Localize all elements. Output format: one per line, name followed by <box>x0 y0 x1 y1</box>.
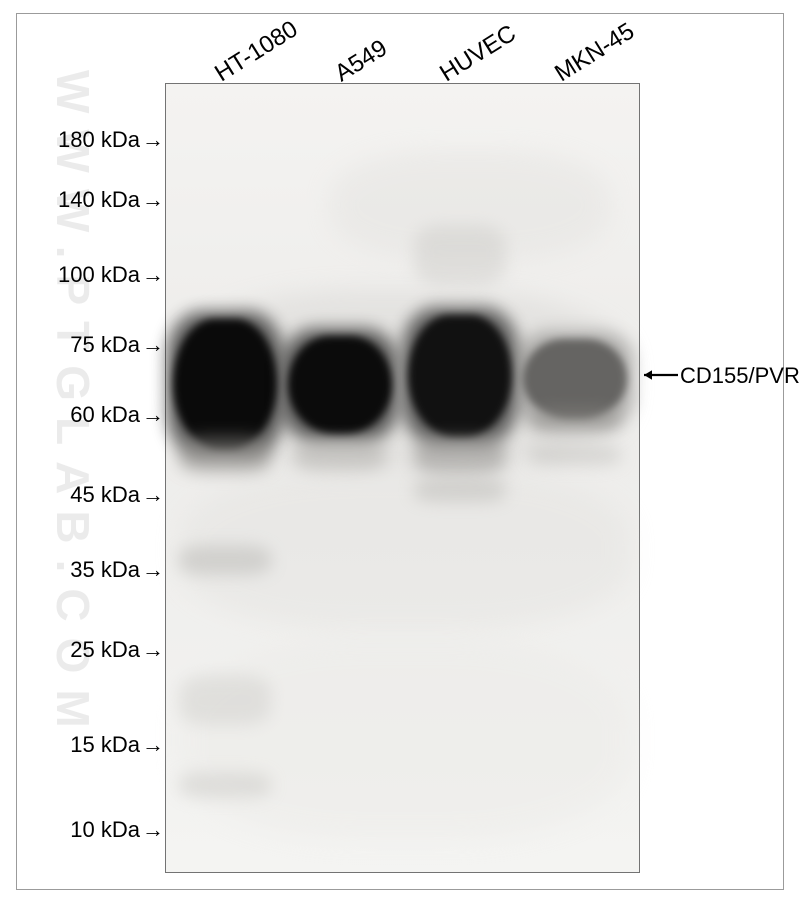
protein-arrow <box>0 0 800 903</box>
